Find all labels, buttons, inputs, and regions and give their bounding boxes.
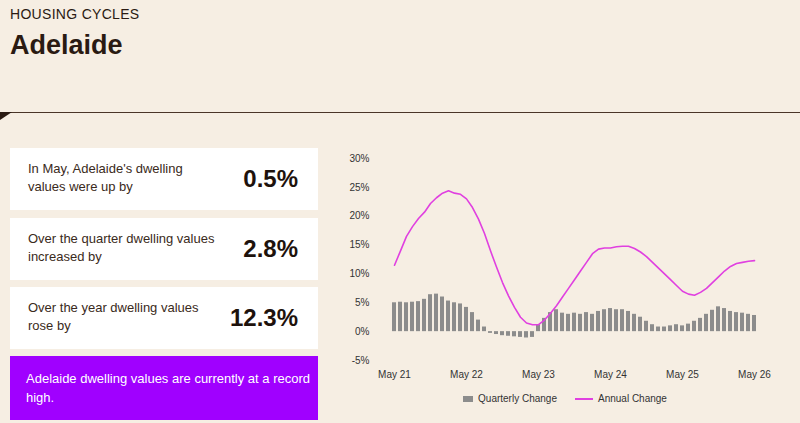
html-text:Annual Change: Annual Change <box>598 393 667 404</box>
svg-text:May 24: May 24 <box>594 369 627 380</box>
html-text:In May, Adelaide's dwelling va: In May, Adelaide's dwelling values were … <box>28 161 183 194</box>
svg-text:May 21: May 21 <box>378 369 411 380</box>
html-text:0.5%: 0.5% <box>243 165 298 192</box>
html-text:Over the quarter dwelling valu: Over the quarter dwelling values increas… <box>28 231 215 264</box>
html-text:Adelaide: Adelaide <box>10 30 123 60</box>
svg-text:10%: 10% <box>349 268 369 279</box>
svg-text:25%: 25% <box>349 182 369 193</box>
html-text:Quarterly Change: Quarterly Change <box>478 393 557 404</box>
svg-text:30%: 30% <box>349 153 369 164</box>
svg-text:20%: 20% <box>349 210 369 221</box>
svg-text:May 22: May 22 <box>450 369 483 380</box>
html-text:Over the year dwelling values: Over the year dwelling values rose by <box>28 300 199 333</box>
html-text:Adelaide dwelling values are c: Adelaide dwelling values are currently a… <box>26 371 310 405</box>
svg-text:May 25: May 25 <box>666 369 699 380</box>
svg-text:May 23: May 23 <box>522 369 555 380</box>
svg-text:5%: 5% <box>355 297 370 308</box>
html-text:12.3%: 12.3% <box>229 304 298 331</box>
svg-text:-5%: -5% <box>352 355 370 366</box>
svg-text:May 26: May 26 <box>738 369 771 380</box>
html-text:HOUSING CYCLES: HOUSING CYCLES <box>10 6 140 22</box>
html-text:2.8%: 2.8% <box>243 235 298 262</box>
svg-text:0%: 0% <box>355 326 370 337</box>
svg-text:15%: 15% <box>349 239 369 250</box>
